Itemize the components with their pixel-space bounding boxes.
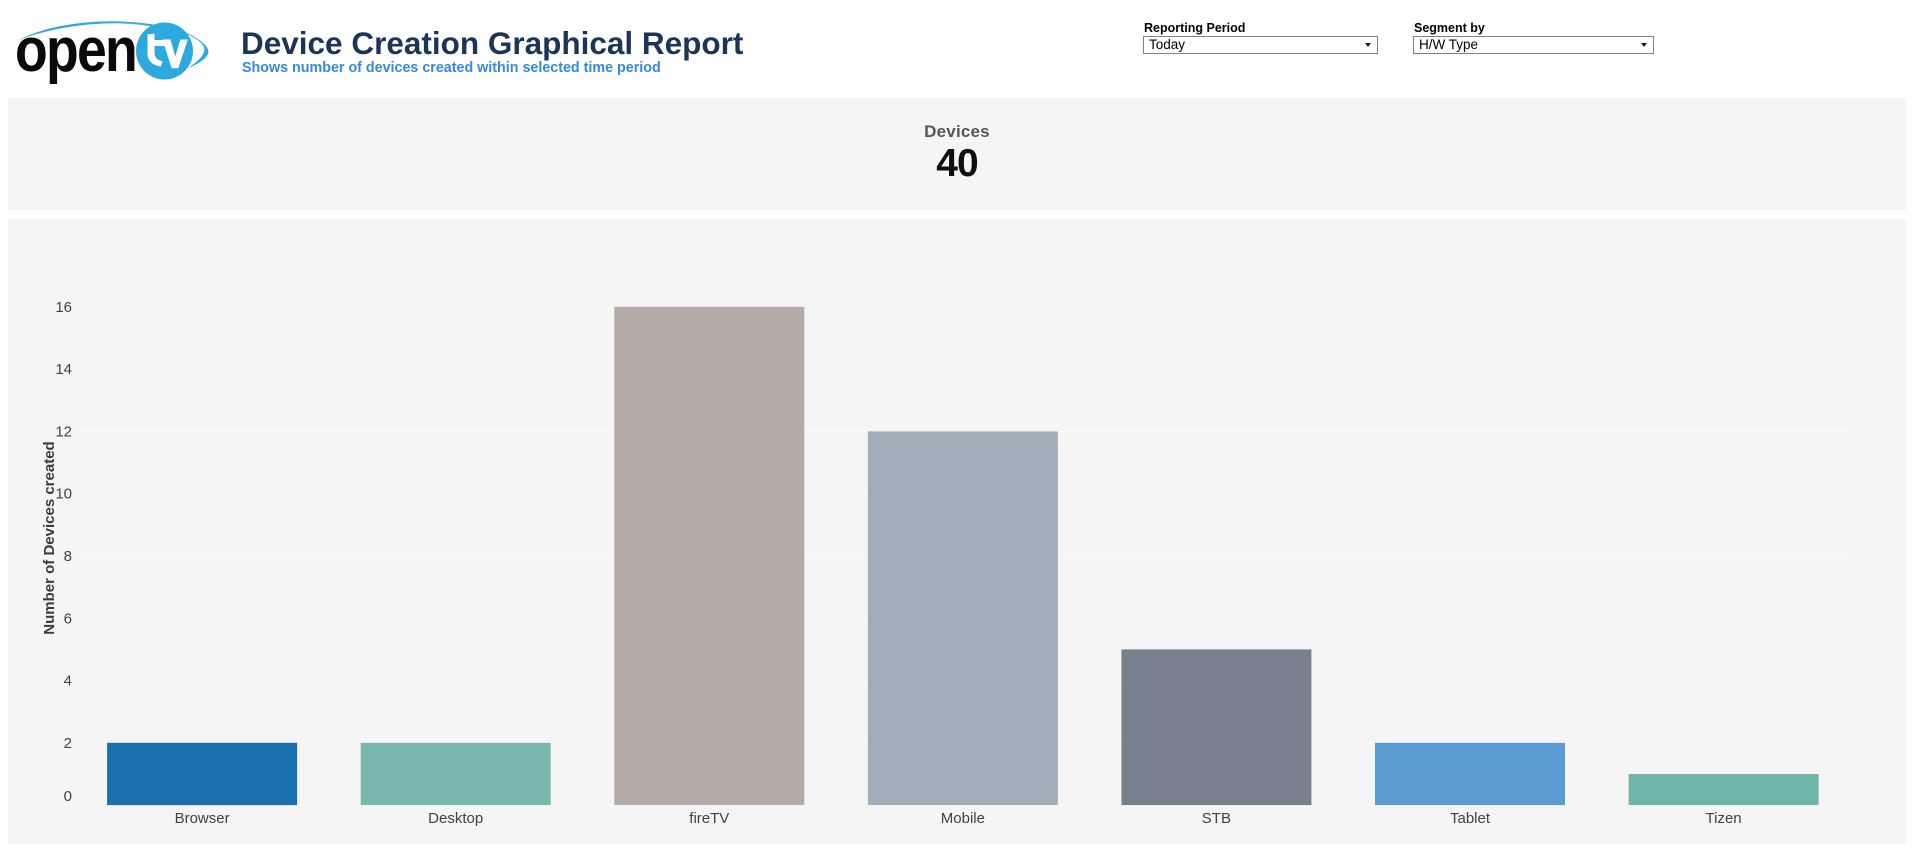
svg-text:Browser: Browser (175, 810, 230, 827)
svg-text:6: 6 (64, 610, 72, 627)
svg-text:fireTV: fireTV (689, 810, 729, 827)
svg-text:Tizen: Tizen (1706, 810, 1742, 827)
svg-text:0: 0 (64, 788, 72, 805)
svg-text:16: 16 (55, 299, 72, 316)
svg-text:14: 14 (55, 361, 72, 378)
svg-text:12: 12 (55, 423, 72, 440)
svg-text:10: 10 (55, 486, 72, 503)
svg-text:Desktop: Desktop (428, 810, 483, 827)
svg-text:2: 2 (64, 735, 72, 752)
svg-text:STB: STB (1202, 810, 1231, 827)
svg-text:Number of Devices created: Number of Devices created (41, 441, 58, 634)
svg-text:4: 4 (64, 673, 72, 690)
svg-text:Tablet: Tablet (1450, 810, 1491, 827)
svg-text:Mobile: Mobile (941, 810, 985, 827)
svg-text:8: 8 (64, 548, 72, 565)
svg-text:open: open (15, 16, 136, 85)
